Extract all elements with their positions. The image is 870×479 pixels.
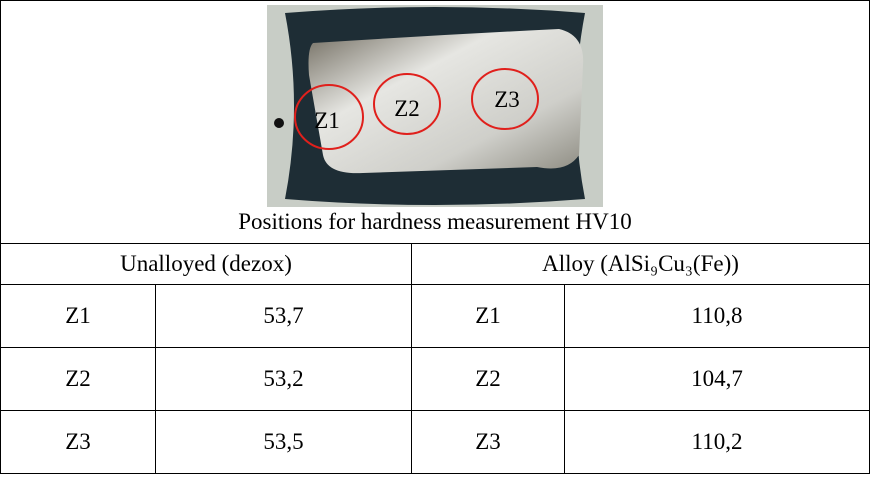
hardness-value: 104,7 — [565, 348, 870, 411]
caption: Positions for hardness measurement HV10 — [1, 209, 869, 235]
figure-cell: Z1 Z2 Z3 Positions for hardness measurem… — [1, 1, 870, 244]
hardness-table: Z1 Z2 Z3 Positions for hardness measurem… — [0, 0, 870, 474]
zone-cell: Z3 — [412, 411, 565, 474]
zone-cell: Z1 — [412, 285, 565, 348]
zone-label: Z3 — [494, 87, 520, 112]
hardness-value: 53,5 — [156, 411, 412, 474]
hardness-value: 53,2 — [156, 348, 412, 411]
sample-photo: Z1 Z2 Z3 — [267, 5, 603, 207]
zone-cell: Z2 — [1, 348, 156, 411]
group-header: Unalloyed (dezox) — [1, 244, 412, 285]
hardness-value: 110,2 — [565, 411, 870, 474]
zone-cell: Z2 — [412, 348, 565, 411]
zone-cell: Z1 — [1, 285, 156, 348]
zone-cell: Z3 — [1, 411, 156, 474]
page: Z1 Z2 Z3 Positions for hardness measurem… — [0, 0, 870, 479]
header-row: Unalloyed (dezox) Alloy (AlSi₉Cu₃(Fe)) — [1, 244, 870, 285]
zone-label: Z1 — [314, 108, 340, 133]
zone-label: Z2 — [394, 96, 420, 121]
hardness-value: 53,7 — [156, 285, 412, 348]
group-header: Alloy (AlSi₉Cu₃(Fe)) — [412, 244, 870, 285]
figure-row: Z1 Z2 Z3 Positions for hardness measurem… — [1, 1, 870, 244]
hardness-value: 110,8 — [565, 285, 870, 348]
